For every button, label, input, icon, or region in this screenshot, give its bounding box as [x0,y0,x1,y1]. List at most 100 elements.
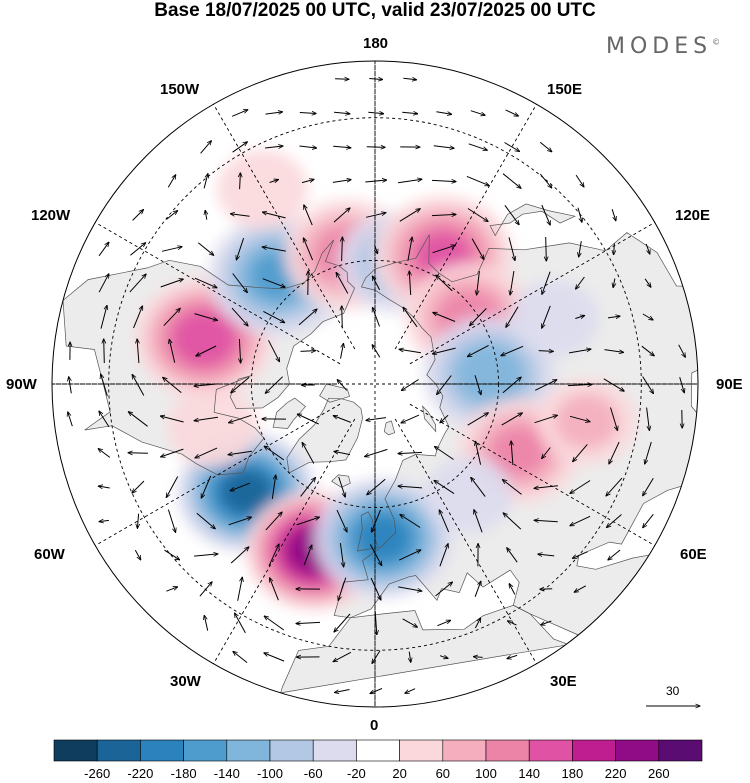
wind-vector-37 [166,211,178,220]
wind-vector-235 [540,589,553,590]
wind-vector-23 [167,175,175,188]
wind-vectors [68,78,686,693]
wind-vector-142 [160,416,184,423]
wind-vector-64 [546,236,547,261]
wind-vector-143 [194,416,218,420]
wind-vector-17 [366,147,385,148]
wind-vector-154 [569,415,590,421]
wind-vector-127 [265,376,284,394]
wind-vector-160 [161,448,184,457]
wind-vector-218 [439,544,448,567]
wind-vector-138 [679,377,685,393]
wind-vector-186 [471,477,486,497]
colorbar-bin-8 [399,739,444,762]
wind-vector-93 [373,308,380,327]
wind-vector-126 [231,376,250,392]
wind-vector-172 [573,444,588,461]
wind-vector-31 [431,180,456,181]
wind-vector-139 [68,412,73,427]
land-novaya-zemlya [422,406,436,432]
meridian-60 [409,403,655,546]
coastline-british-isles [357,511,379,552]
wind-vector-208 [643,513,654,527]
colorbar-tick-label: -260 [84,766,111,781]
wind-vector-26 [269,180,279,183]
brand-logo: MODES© [606,34,720,59]
wind-vector-112 [399,349,421,354]
land-ellesmere-island [319,384,350,403]
colorbar-tick-label: -140 [213,766,240,781]
wind-vector-131 [437,375,452,395]
wind-vector-247 [541,620,552,625]
wind-vector-111 [372,345,381,358]
wind-vector-170 [511,441,513,466]
colorbar-bin-10 [485,739,530,762]
wind-vector-176 [132,480,145,493]
wind-vector-153 [534,415,558,424]
wind-vector-10 [470,110,485,116]
colorbar-bin-3 [183,739,228,762]
wind-vector-19 [433,145,454,148]
wind-vector-82 [576,276,585,289]
wind-vector-65 [579,241,582,257]
anomaly-13-level-20 [217,149,308,229]
wind-vector-249 [264,653,285,662]
wind-vector-32 [466,175,489,185]
wind-vector-171 [542,447,551,459]
wind-vector-178 [201,475,212,498]
wind-vector-173 [609,441,620,464]
wind-vector-7 [368,112,383,113]
lon-label-30w: 30W [170,673,201,690]
wind-vector-79 [477,271,480,295]
wind-vector-246 [508,621,517,626]
wind-vector-75 [336,273,349,294]
anomaly-11-level-20 [424,457,513,534]
wind-vector-97 [506,306,519,328]
colorbar-tick-label: 60 [435,766,451,781]
wind-vector-169 [475,441,482,465]
wind-vector-95 [433,313,456,322]
wind-vector-88 [194,313,218,321]
wind-vector-197 [265,512,282,531]
wind-vector-62 [471,238,484,260]
colorbar-tick-label: -220 [127,766,154,781]
wind-vector-78 [436,275,453,292]
wind-vector-256 [507,654,518,658]
wind-vector-214 [303,545,312,566]
wind-vector-146 [297,414,319,425]
wind-vector-152 [501,413,523,426]
wind-vector-106 [196,345,217,356]
wind-vector-212 [230,547,249,564]
wind-vector-98 [542,305,551,328]
wind-vector-25 [240,173,241,190]
anomaly-3-level-140 [171,310,237,367]
wind-vector-192 [99,520,109,521]
wind-vector-55 [236,237,245,260]
wind-vector-21 [504,142,520,152]
colorbar-bin-13 [615,739,660,762]
wind-vector-155 [610,407,618,431]
wind-vector-83 [613,278,615,288]
wind-vector-129 [337,380,348,391]
wind-vector-81 [542,271,551,295]
meridian--120 [95,222,341,365]
colorbar-bin-0 [53,739,98,762]
meridian--30 [213,418,356,664]
wind-vector-211 [194,554,218,556]
wind-vector-237 [204,615,209,631]
wind-vector-20 [468,143,488,150]
wind-vector-124 [163,377,182,393]
wind-vector-216 [369,544,381,565]
wind-vector-53 [161,247,182,252]
anomaly-9-level-100 [453,342,526,406]
wind-vector-166 [365,448,388,456]
wind-vector-40 [262,212,286,219]
wind-vector-199 [336,509,347,532]
colorbar-tick-label: 100 [475,766,497,781]
wind-vector-77 [409,271,410,296]
wind-vector-224 [166,587,177,592]
wind-vector-187 [503,480,522,495]
wind-vector-185 [434,480,455,495]
colorbar-labels: -260 -220 -180 -140 -100 -60 -20 20 60 100 140 180 2… [0,766,750,783]
wind-vector-2 [403,78,416,80]
